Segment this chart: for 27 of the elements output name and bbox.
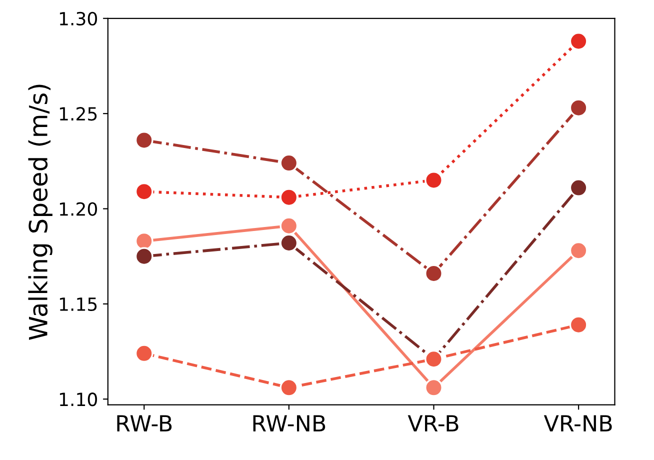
point: [134, 247, 154, 266]
point: [424, 171, 443, 190]
y-axis-title: Walking Speed (m/s): [28, 84, 52, 340]
point: [569, 241, 588, 260]
point: [569, 32, 588, 50]
y-tick-label: 1.10: [60, 392, 97, 406]
point: [569, 316, 588, 334]
point: [424, 378, 443, 397]
point: [569, 178, 588, 197]
point: [280, 216, 298, 236]
x-tick-label: RW-B: [117, 415, 172, 432]
point: [134, 182, 154, 201]
point: [424, 264, 443, 283]
y-tick-label: 1.25: [60, 107, 97, 121]
point: [280, 188, 298, 206]
x-tick-label: RW-NB: [253, 415, 326, 432]
x-tick-label: VR-B: [408, 415, 458, 432]
x-tick-label: VR-NB: [544, 415, 612, 432]
y-tick-label: 1.30: [60, 12, 97, 26]
point: [134, 131, 154, 150]
y-tick-label: 1.15: [60, 298, 97, 312]
point: [134, 344, 154, 363]
point: [280, 154, 298, 172]
point: [280, 378, 298, 397]
y-tick-label: 1.20: [60, 202, 97, 216]
point: [569, 98, 588, 118]
point: [280, 234, 298, 252]
